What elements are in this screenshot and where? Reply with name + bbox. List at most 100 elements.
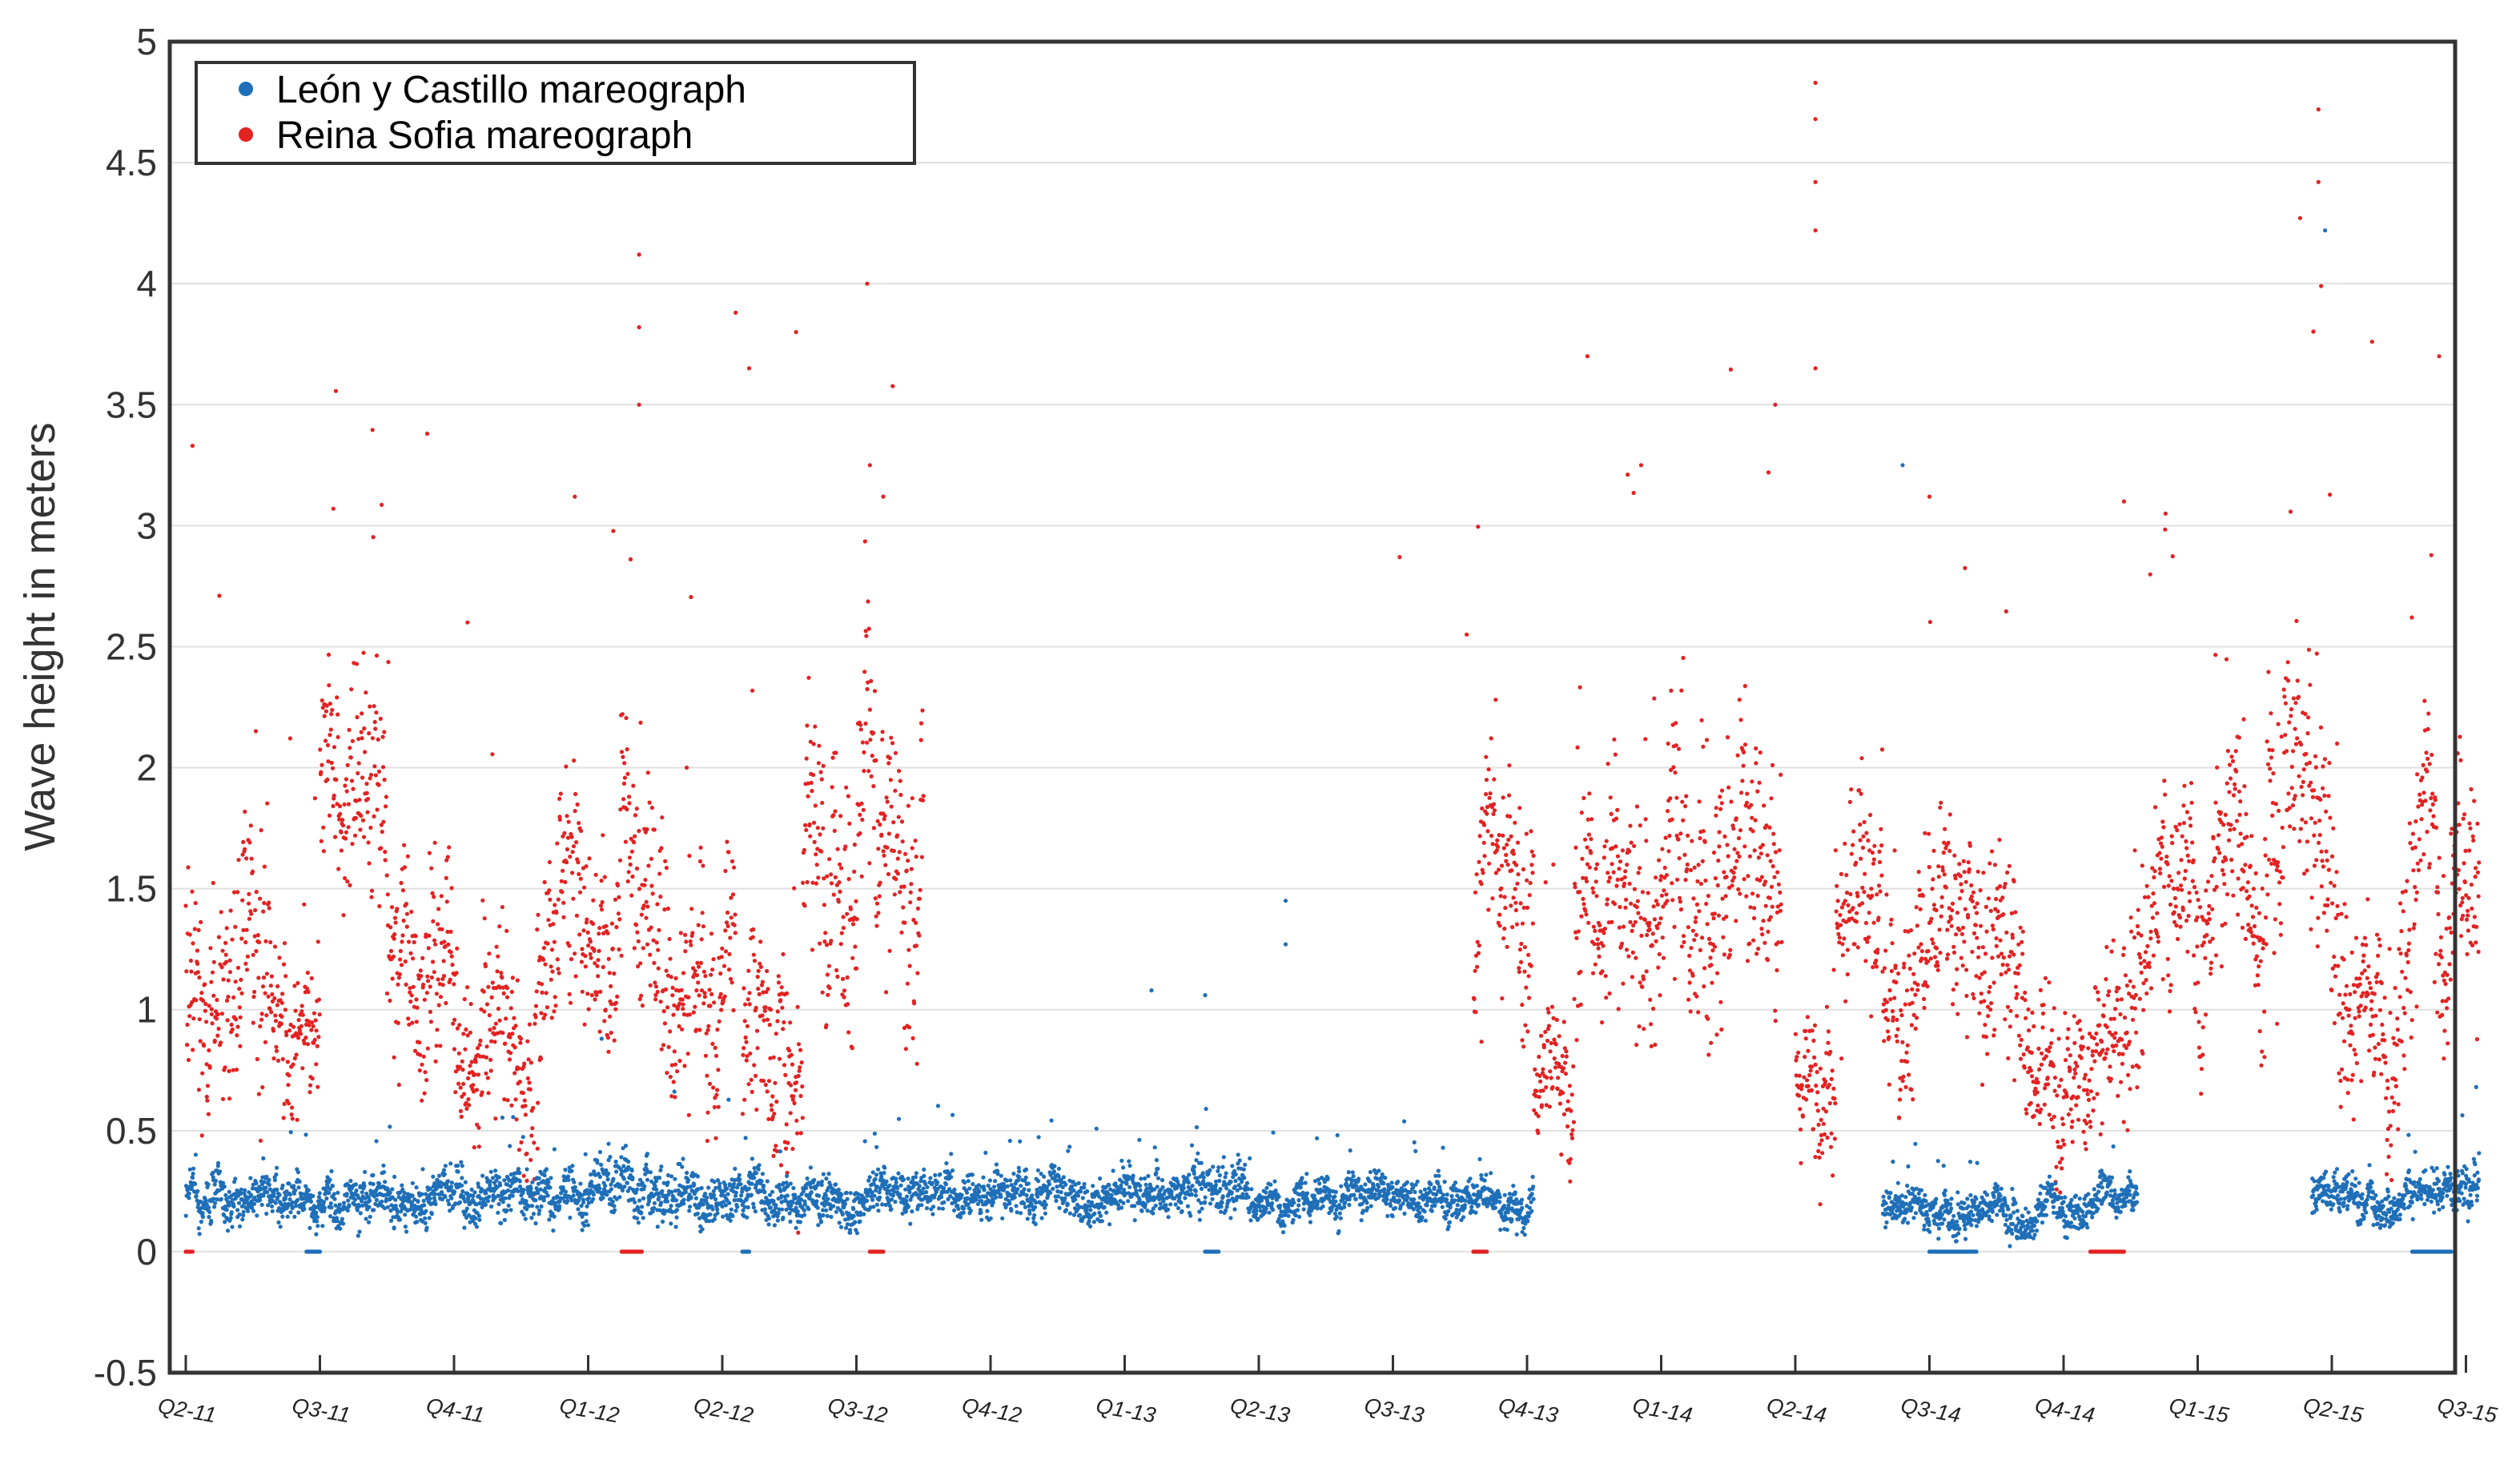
reina-point xyxy=(2334,870,2339,875)
reina-point xyxy=(652,827,657,832)
reina-point xyxy=(792,886,797,891)
reina-point xyxy=(2070,1119,2075,1124)
reina-point xyxy=(258,1138,263,1143)
reina-point xyxy=(2038,987,2043,992)
reina-point xyxy=(2457,887,2462,891)
reina-point xyxy=(2463,848,2468,853)
reina-point xyxy=(1902,961,1907,966)
reina-point xyxy=(1631,923,1636,928)
reina-point xyxy=(2267,747,2272,753)
reina-point xyxy=(685,765,689,770)
reina-point xyxy=(571,844,577,849)
reina-point xyxy=(2194,890,2199,895)
reina-point xyxy=(806,675,811,680)
reina-point xyxy=(1973,923,1978,927)
reina-point xyxy=(1936,864,1941,869)
reina-point xyxy=(798,1065,802,1070)
reina-point xyxy=(2270,748,2275,753)
reina-point xyxy=(2286,791,2291,796)
reina-point xyxy=(1531,853,1536,859)
reina-point xyxy=(2172,895,2177,901)
reina-point xyxy=(1948,916,1953,921)
reina-point xyxy=(742,1097,747,1102)
leon-point xyxy=(264,1174,269,1179)
reina-point xyxy=(2415,772,2420,777)
reina-point xyxy=(740,1112,746,1116)
reina-point xyxy=(2288,509,2293,514)
reina-point xyxy=(744,1058,749,1063)
reina-point xyxy=(348,883,352,887)
reina-point xyxy=(2367,980,2372,985)
leon-point xyxy=(496,1201,501,1207)
reina-point xyxy=(1854,919,1859,924)
reina-point xyxy=(513,1024,518,1028)
reina-point xyxy=(2192,1007,2197,1012)
leon-point xyxy=(518,1201,523,1205)
leon-point xyxy=(443,1164,448,1168)
leon-point xyxy=(360,1203,365,1208)
reina-point xyxy=(2444,927,2449,931)
reina-point xyxy=(681,1007,685,1012)
reina-point xyxy=(1674,721,1678,726)
reina-point xyxy=(1586,832,1591,837)
reina-point xyxy=(2016,942,2021,947)
reina-point xyxy=(1797,1093,1802,1098)
reina-point xyxy=(1652,917,1657,922)
reina-point xyxy=(716,1068,721,1072)
reina-point xyxy=(1900,1079,1905,1084)
reina-point xyxy=(364,782,369,786)
reina-point xyxy=(578,876,583,881)
reina-point xyxy=(1574,1038,1579,1043)
reina-point xyxy=(1702,984,1706,989)
reina-point xyxy=(1690,928,1695,933)
reina-point xyxy=(2257,964,2261,969)
reina-point xyxy=(1950,901,1955,906)
reina-point xyxy=(321,849,326,854)
reina-point xyxy=(255,1056,259,1062)
leon-point xyxy=(447,1202,452,1207)
reina-point xyxy=(1700,935,1705,940)
reina-point xyxy=(2072,1014,2076,1019)
reina-point xyxy=(1623,869,1628,874)
reina-point xyxy=(1473,890,1478,895)
reina-point xyxy=(795,1004,800,1009)
reina-point xyxy=(1550,1085,1555,1090)
reina-point xyxy=(2407,821,2412,826)
leon-point xyxy=(261,1193,266,1198)
reina-point xyxy=(863,721,868,726)
reina-point xyxy=(354,662,360,666)
leon-point xyxy=(348,1178,353,1184)
reina-point xyxy=(1546,1010,1551,1015)
leon-point xyxy=(498,1183,503,1188)
reina-point xyxy=(1931,877,1935,882)
reina-point xyxy=(2117,1052,2122,1056)
reina-point xyxy=(1913,1026,1918,1031)
reina-point xyxy=(613,1000,619,1005)
reina-point xyxy=(628,557,633,562)
reina-point xyxy=(2413,897,2418,903)
reina-point xyxy=(527,1080,532,1085)
reina-point xyxy=(320,762,324,767)
reina-point xyxy=(490,980,495,985)
reina-point xyxy=(2287,806,2292,810)
reina-point xyxy=(1718,806,1723,811)
reina-point xyxy=(2460,900,2465,905)
reina-point xyxy=(2016,1033,2021,1038)
reina-point xyxy=(1557,1034,1561,1039)
reina-point xyxy=(2310,794,2315,799)
reina-point xyxy=(766,1079,772,1084)
reina-point xyxy=(850,955,855,960)
reina-point xyxy=(2214,884,2219,889)
reina-point xyxy=(1925,984,1930,989)
reina-point xyxy=(373,773,378,778)
leon-point xyxy=(531,1212,537,1217)
reina-point xyxy=(601,964,605,970)
leon-point xyxy=(576,1207,581,1212)
reina-point xyxy=(1960,963,1965,968)
leon-point xyxy=(393,1203,398,1209)
reina-point xyxy=(2240,842,2245,847)
leon-point xyxy=(212,1201,218,1205)
reina-point xyxy=(1826,1040,1831,1045)
reina-point xyxy=(2182,783,2187,788)
reina-point xyxy=(1919,949,1924,954)
